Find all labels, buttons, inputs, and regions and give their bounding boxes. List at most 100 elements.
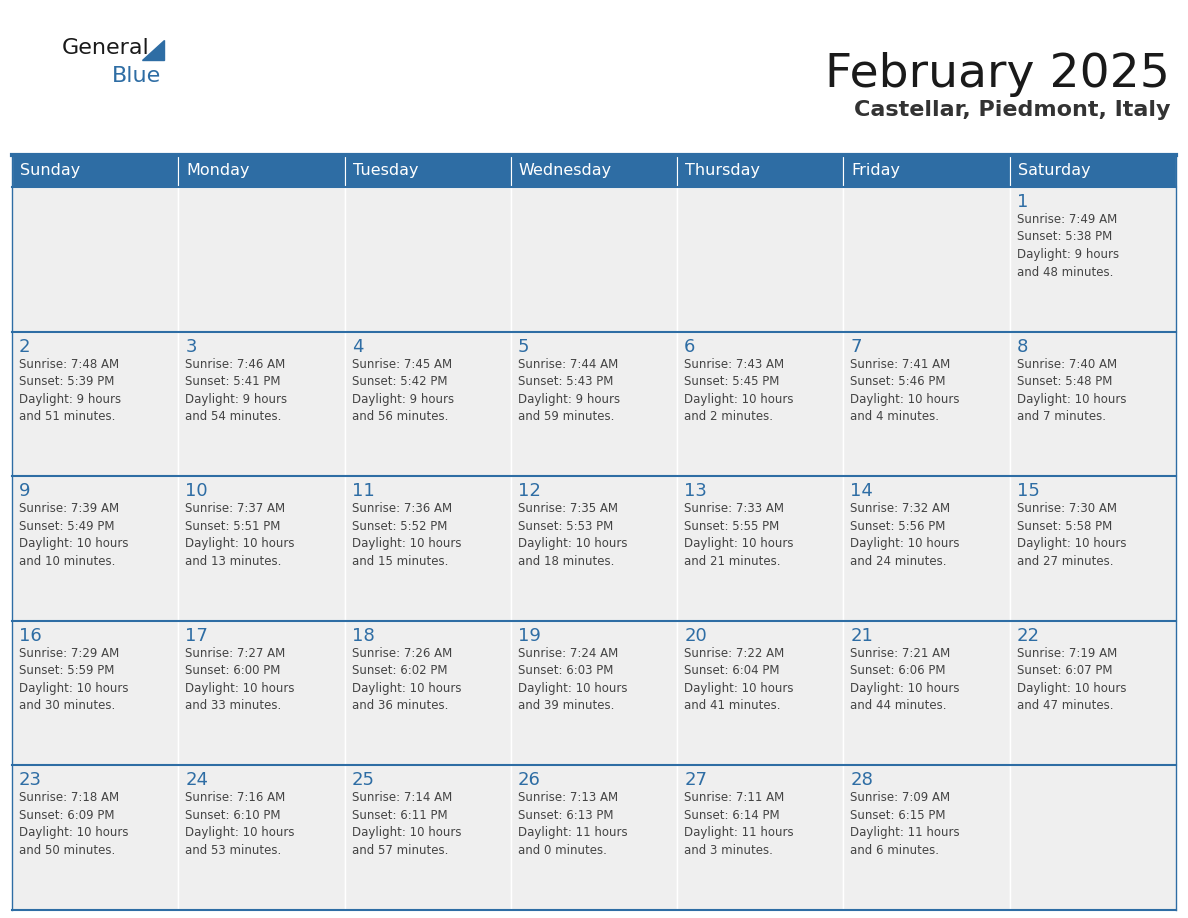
Text: 4: 4	[352, 338, 364, 355]
Text: 15: 15	[1017, 482, 1040, 500]
Text: Sunrise: 7:19 AM
Sunset: 6:07 PM
Daylight: 10 hours
and 47 minutes.: Sunrise: 7:19 AM Sunset: 6:07 PM Dayligh…	[1017, 647, 1126, 712]
Bar	[12, 476, 178, 621]
Text: 24: 24	[185, 771, 208, 789]
Bar	[843, 331, 1010, 476]
Text: 18: 18	[352, 627, 374, 644]
Text: Sunrise: 7:16 AM
Sunset: 6:10 PM
Daylight: 10 hours
and 53 minutes.: Sunrise: 7:16 AM Sunset: 6:10 PM Dayligh…	[185, 791, 295, 856]
Bar	[12, 331, 178, 476]
Bar	[12, 155, 178, 187]
Bar	[1010, 155, 1176, 187]
Text: Sunrise: 7:40 AM
Sunset: 5:48 PM
Daylight: 10 hours
and 7 minutes.: Sunrise: 7:40 AM Sunset: 5:48 PM Dayligh…	[1017, 358, 1126, 423]
Bar	[1010, 187, 1176, 331]
Text: 9: 9	[19, 482, 31, 500]
Bar	[178, 331, 345, 476]
Text: Sunrise: 7:37 AM
Sunset: 5:51 PM
Daylight: 10 hours
and 13 minutes.: Sunrise: 7:37 AM Sunset: 5:51 PM Dayligh…	[185, 502, 295, 567]
Text: 12: 12	[518, 482, 541, 500]
Bar	[12, 766, 178, 910]
Bar	[178, 476, 345, 621]
Text: Sunrise: 7:13 AM
Sunset: 6:13 PM
Daylight: 11 hours
and 0 minutes.: Sunrise: 7:13 AM Sunset: 6:13 PM Dayligh…	[518, 791, 627, 856]
Bar	[677, 766, 843, 910]
Text: 10: 10	[185, 482, 208, 500]
Text: Sunrise: 7:44 AM
Sunset: 5:43 PM
Daylight: 9 hours
and 59 minutes.: Sunrise: 7:44 AM Sunset: 5:43 PM Dayligh…	[518, 358, 620, 423]
Bar	[677, 187, 843, 331]
Text: 13: 13	[684, 482, 707, 500]
Polygon shape	[143, 40, 164, 60]
Bar	[178, 155, 345, 187]
Bar	[178, 187, 345, 331]
Text: Sunrise: 7:18 AM
Sunset: 6:09 PM
Daylight: 10 hours
and 50 minutes.: Sunrise: 7:18 AM Sunset: 6:09 PM Dayligh…	[19, 791, 128, 856]
Text: 28: 28	[851, 771, 873, 789]
Text: Sunrise: 7:21 AM
Sunset: 6:06 PM
Daylight: 10 hours
and 44 minutes.: Sunrise: 7:21 AM Sunset: 6:06 PM Dayligh…	[851, 647, 960, 712]
Text: Sunrise: 7:45 AM
Sunset: 5:42 PM
Daylight: 9 hours
and 56 minutes.: Sunrise: 7:45 AM Sunset: 5:42 PM Dayligh…	[352, 358, 454, 423]
Bar	[843, 155, 1010, 187]
Text: Sunrise: 7:36 AM
Sunset: 5:52 PM
Daylight: 10 hours
and 15 minutes.: Sunrise: 7:36 AM Sunset: 5:52 PM Dayligh…	[352, 502, 461, 567]
Bar	[677, 621, 843, 766]
Bar	[843, 621, 1010, 766]
Bar	[345, 331, 511, 476]
Text: 27: 27	[684, 771, 707, 789]
Text: Castellar, Piedmont, Italy: Castellar, Piedmont, Italy	[853, 100, 1170, 120]
Text: Sunrise: 7:43 AM
Sunset: 5:45 PM
Daylight: 10 hours
and 2 minutes.: Sunrise: 7:43 AM Sunset: 5:45 PM Dayligh…	[684, 358, 794, 423]
Bar	[511, 187, 677, 331]
Text: General: General	[62, 38, 150, 58]
Bar	[1010, 331, 1176, 476]
Text: February 2025: February 2025	[826, 52, 1170, 97]
Text: 22: 22	[1017, 627, 1040, 644]
Text: Sunrise: 7:49 AM
Sunset: 5:38 PM
Daylight: 9 hours
and 48 minutes.: Sunrise: 7:49 AM Sunset: 5:38 PM Dayligh…	[1017, 213, 1119, 278]
Text: Sunrise: 7:35 AM
Sunset: 5:53 PM
Daylight: 10 hours
and 18 minutes.: Sunrise: 7:35 AM Sunset: 5:53 PM Dayligh…	[518, 502, 627, 567]
Text: Blue: Blue	[112, 66, 162, 86]
Bar	[178, 766, 345, 910]
Bar	[12, 187, 178, 331]
Text: Monday: Monday	[187, 163, 249, 178]
Bar	[1010, 621, 1176, 766]
Text: 14: 14	[851, 482, 873, 500]
Text: Sunrise: 7:30 AM
Sunset: 5:58 PM
Daylight: 10 hours
and 27 minutes.: Sunrise: 7:30 AM Sunset: 5:58 PM Dayligh…	[1017, 502, 1126, 567]
Bar	[843, 187, 1010, 331]
Text: Sunrise: 7:33 AM
Sunset: 5:55 PM
Daylight: 10 hours
and 21 minutes.: Sunrise: 7:33 AM Sunset: 5:55 PM Dayligh…	[684, 502, 794, 567]
Bar	[1010, 476, 1176, 621]
Text: Tuesday: Tuesday	[353, 163, 418, 178]
Bar	[511, 331, 677, 476]
Text: Sunrise: 7:39 AM
Sunset: 5:49 PM
Daylight: 10 hours
and 10 minutes.: Sunrise: 7:39 AM Sunset: 5:49 PM Dayligh…	[19, 502, 128, 567]
Text: Sunrise: 7:32 AM
Sunset: 5:56 PM
Daylight: 10 hours
and 24 minutes.: Sunrise: 7:32 AM Sunset: 5:56 PM Dayligh…	[851, 502, 960, 567]
Bar	[843, 476, 1010, 621]
Text: 23: 23	[19, 771, 42, 789]
Text: Sunrise: 7:09 AM
Sunset: 6:15 PM
Daylight: 11 hours
and 6 minutes.: Sunrise: 7:09 AM Sunset: 6:15 PM Dayligh…	[851, 791, 960, 856]
Bar	[1010, 766, 1176, 910]
Text: Saturday: Saturday	[1018, 163, 1091, 178]
Text: 19: 19	[518, 627, 541, 644]
Text: 26: 26	[518, 771, 541, 789]
Bar	[511, 766, 677, 910]
Text: 20: 20	[684, 627, 707, 644]
Bar	[677, 331, 843, 476]
Bar	[511, 155, 677, 187]
Text: Sunday: Sunday	[20, 163, 81, 178]
Text: 25: 25	[352, 771, 374, 789]
Bar	[345, 187, 511, 331]
Bar	[843, 766, 1010, 910]
Text: Thursday: Thursday	[685, 163, 760, 178]
Text: Sunrise: 7:26 AM
Sunset: 6:02 PM
Daylight: 10 hours
and 36 minutes.: Sunrise: 7:26 AM Sunset: 6:02 PM Dayligh…	[352, 647, 461, 712]
Text: Sunrise: 7:46 AM
Sunset: 5:41 PM
Daylight: 9 hours
and 54 minutes.: Sunrise: 7:46 AM Sunset: 5:41 PM Dayligh…	[185, 358, 287, 423]
Text: Sunrise: 7:27 AM
Sunset: 6:00 PM
Daylight: 10 hours
and 33 minutes.: Sunrise: 7:27 AM Sunset: 6:00 PM Dayligh…	[185, 647, 295, 712]
Text: Sunrise: 7:48 AM
Sunset: 5:39 PM
Daylight: 9 hours
and 51 minutes.: Sunrise: 7:48 AM Sunset: 5:39 PM Dayligh…	[19, 358, 121, 423]
Text: Sunrise: 7:11 AM
Sunset: 6:14 PM
Daylight: 11 hours
and 3 minutes.: Sunrise: 7:11 AM Sunset: 6:14 PM Dayligh…	[684, 791, 794, 856]
Bar	[677, 476, 843, 621]
Bar	[511, 621, 677, 766]
Text: Sunrise: 7:41 AM
Sunset: 5:46 PM
Daylight: 10 hours
and 4 minutes.: Sunrise: 7:41 AM Sunset: 5:46 PM Dayligh…	[851, 358, 960, 423]
Text: Wednesday: Wednesday	[519, 163, 612, 178]
Bar	[345, 155, 511, 187]
Bar	[345, 476, 511, 621]
Text: 11: 11	[352, 482, 374, 500]
Text: Sunrise: 7:29 AM
Sunset: 5:59 PM
Daylight: 10 hours
and 30 minutes.: Sunrise: 7:29 AM Sunset: 5:59 PM Dayligh…	[19, 647, 128, 712]
Text: 17: 17	[185, 627, 208, 644]
Text: Sunrise: 7:14 AM
Sunset: 6:11 PM
Daylight: 10 hours
and 57 minutes.: Sunrise: 7:14 AM Sunset: 6:11 PM Dayligh…	[352, 791, 461, 856]
Bar	[345, 621, 511, 766]
Text: 2: 2	[19, 338, 31, 355]
Text: 7: 7	[851, 338, 862, 355]
Text: 8: 8	[1017, 338, 1028, 355]
Text: Sunrise: 7:22 AM
Sunset: 6:04 PM
Daylight: 10 hours
and 41 minutes.: Sunrise: 7:22 AM Sunset: 6:04 PM Dayligh…	[684, 647, 794, 712]
Text: Sunrise: 7:24 AM
Sunset: 6:03 PM
Daylight: 10 hours
and 39 minutes.: Sunrise: 7:24 AM Sunset: 6:03 PM Dayligh…	[518, 647, 627, 712]
Text: 16: 16	[19, 627, 42, 644]
Bar	[677, 155, 843, 187]
